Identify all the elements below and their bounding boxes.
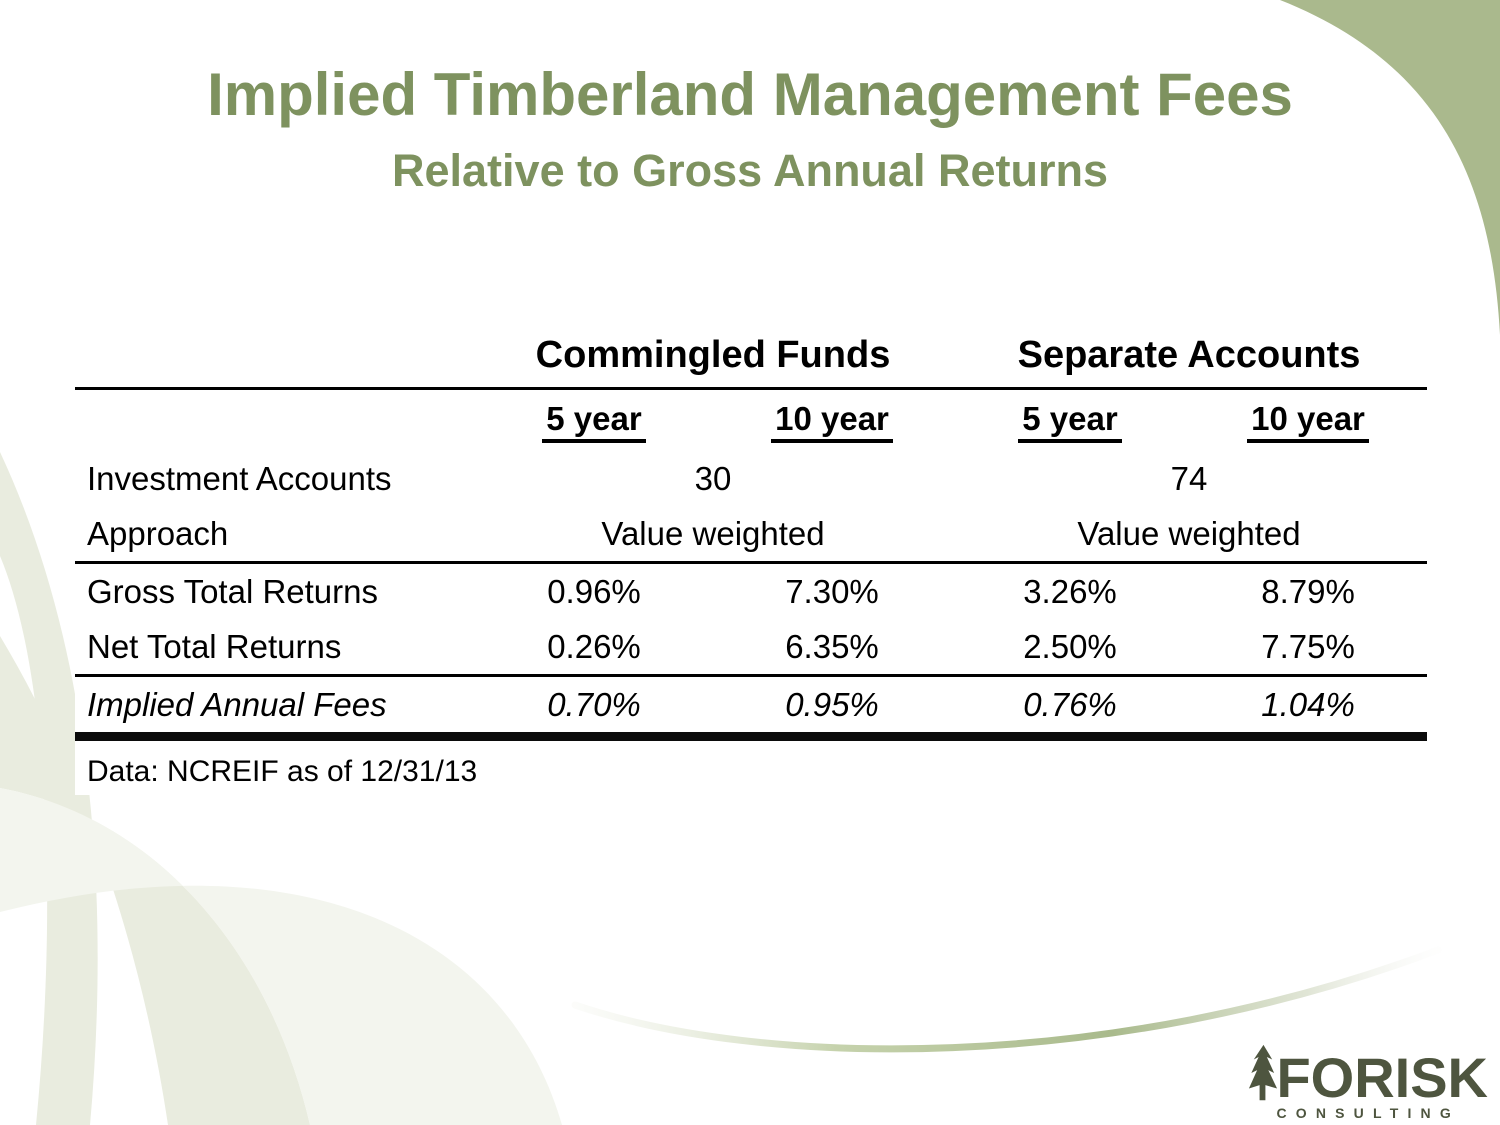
gross-separate-10yr-value: 8.79% — [1261, 572, 1355, 610]
gross-commingled-10yr-value: 7.30% — [785, 572, 879, 610]
logo-text: FORISK CONSULTING — [1276, 1046, 1488, 1121]
empty-corner-cell — [75, 332, 475, 390]
row-label-gross-total-returns: Gross Total Returns — [87, 572, 379, 610]
title-block: Implied Timberland Management Fees Relat… — [0, 60, 1500, 197]
page-subtitle: Relative to Gross Annual Returns — [392, 145, 1108, 196]
data-source-note: Data: NCREIF as of 12/31/13 — [87, 755, 478, 788]
table-row-approach: Approach Value weighted Value weighted — [75, 506, 1428, 564]
net-commingled-5yr-value: 0.26% — [475, 619, 713, 677]
group-header-separate-accounts: Separate Accounts — [951, 332, 1428, 390]
implied-separate-10yr-value: 1.04% — [1189, 675, 1428, 741]
net-commingled-10yr-value: 6.35% — [713, 619, 951, 677]
gross-commingled-5yr-value: 0.96% — [547, 572, 641, 610]
row-label-implied-annual-fees: Implied Annual Fees — [75, 675, 475, 741]
subheader-commingled-10yr: 10 year — [713, 389, 951, 452]
table-row-investment-accounts: Investment Accounts 30 74 — [75, 451, 1427, 506]
investment-accounts-commingled-value: 30 — [694, 459, 732, 497]
table-panel: Commingled Funds Separate Accounts 5 yea… — [75, 332, 1428, 795]
subheader-separate-10yr: 10 year — [1189, 389, 1427, 452]
net-separate-5yr-value: 2.50% — [951, 619, 1189, 677]
gross-separate-5yr-value: 3.26% — [1023, 572, 1117, 610]
implied-commingled-5yr-value: 0.70% — [475, 675, 713, 741]
implied-separate-5yr-value: 0.76% — [951, 675, 1189, 741]
row-label-net-total-returns: Net Total Returns — [75, 619, 475, 677]
row-label-approach: Approach — [75, 506, 475, 564]
table-row-net-total-returns: Net Total Returns 0.26% 6.35% 2.50% 7.75… — [75, 619, 1428, 677]
empty-subheader-cell — [75, 389, 475, 452]
pine-tree-icon — [1249, 1044, 1278, 1101]
logo-name: FORISK — [1276, 1046, 1488, 1110]
fees-table: Commingled Funds Separate Accounts 5 yea… — [75, 332, 1428, 741]
table-row-gross-total-returns: Gross Total Returns 0.96% 7.30% 3.26% 8.… — [75, 563, 1427, 620]
sub-header-row: 5 year 10 year 5 year 10 year — [75, 389, 1427, 452]
group-header-row: Commingled Funds Separate Accounts — [75, 332, 1428, 390]
subheader-commingled-5yr: 5 year — [475, 389, 713, 452]
approach-separate-value: Value weighted — [951, 506, 1428, 564]
bottom-light-wash — [0, 788, 562, 1125]
subheader-separate-5yr: 5 year — [951, 389, 1189, 452]
net-separate-10yr-value: 7.75% — [1189, 619, 1428, 677]
logo-tagline: CONSULTING — [1276, 1105, 1460, 1121]
table-row-implied-annual-fees: Implied Annual Fees 0.70% 0.95% 0.76% 1.… — [75, 675, 1428, 741]
approach-commingled-value: Value weighted — [475, 506, 951, 564]
page-title: Implied Timberland Management Fees — [207, 61, 1293, 128]
group-header-commingled-funds: Commingled Funds — [475, 332, 951, 390]
arc-swoosh-line — [571, 946, 1442, 1053]
corner-swoosh-shape — [1280, 0, 1500, 335]
row-label-investment-accounts: Investment Accounts — [87, 459, 392, 497]
implied-commingled-10yr-value: 0.95% — [713, 675, 951, 741]
forisk-logo: FORISK CONSULTING — [1246, 1043, 1488, 1121]
investment-accounts-separate-value: 74 — [1170, 459, 1208, 497]
